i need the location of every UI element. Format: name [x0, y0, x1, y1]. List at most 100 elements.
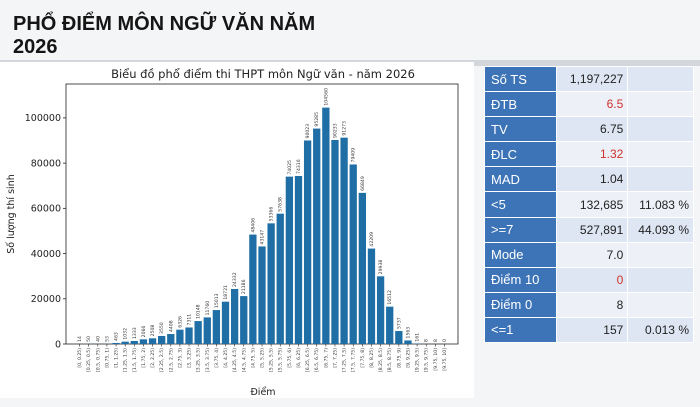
bar	[221, 301, 230, 344]
stats-value: 8	[556, 291, 629, 318]
x-tick-label: [7.5, 7.75)	[351, 348, 357, 372]
x-tick-label: [6.5, 6.75)	[314, 348, 320, 372]
stats-percent	[627, 65, 694, 93]
stats-row: ĐLC 1.32	[483, 141, 694, 168]
x-tick-label: [4.5, 4.75)	[241, 348, 247, 372]
stats-row: ĐTB 6.5	[483, 91, 694, 118]
stats-value: 1,197,227	[556, 65, 629, 93]
bar	[340, 137, 348, 344]
data-label: 66849	[360, 176, 366, 191]
stats-value: 0	[556, 266, 629, 293]
stats-label: Mode	[483, 241, 558, 268]
bar	[194, 321, 202, 344]
stats-value: 1.32	[556, 141, 629, 168]
x-tick-label: [3, 3.25)	[187, 348, 193, 368]
stats-percent	[627, 166, 694, 193]
data-label: 16512	[387, 290, 393, 305]
y-axis-label: Số lượng thí sinh	[6, 174, 17, 253]
bar	[322, 107, 330, 344]
stats-row: TV 6.75	[483, 116, 694, 143]
data-label: 18721	[223, 285, 229, 300]
x-tick-label: [4.75, 5)	[250, 348, 256, 368]
x-tick-label: [3.5, 3.75)	[205, 348, 211, 372]
bar	[349, 164, 357, 344]
stats-label: Điểm 10	[483, 266, 558, 293]
data-label: 1563	[405, 327, 411, 339]
stats-label: ĐTB	[483, 91, 558, 118]
x-tick-label: [8.25, 8.5)	[378, 348, 384, 372]
x-tick-label: [7, 7.25)	[332, 348, 338, 368]
bar	[313, 128, 321, 344]
bar	[203, 317, 211, 344]
data-label: 90023	[305, 124, 311, 139]
stats-percent	[627, 91, 694, 118]
y-tick-label: 20000	[31, 294, 61, 305]
data-label: 1333	[132, 327, 138, 339]
data-label: 11760	[205, 301, 211, 316]
bar	[121, 341, 129, 344]
data-label: 2066	[141, 326, 147, 338]
stats-value: 527,891	[556, 216, 629, 243]
y-tick-label: 100000	[25, 113, 61, 124]
x-tick-label: [6.25, 6.5)	[305, 348, 311, 372]
bar	[358, 192, 366, 344]
x-tick-label: [2, 2.25)	[150, 348, 156, 368]
data-label: 5737	[396, 317, 402, 329]
bar	[112, 342, 120, 344]
x-axis-label: Điểm	[250, 387, 275, 398]
x-tick-label: [7.75, 8)	[360, 348, 366, 368]
x-tick-label: [9.5, 9.75)	[424, 348, 430, 372]
stats-percent	[627, 241, 694, 268]
stats-row: >=7 527,891 44.093 %	[483, 216, 694, 243]
x-tick-label: [9.25, 9.5)	[415, 348, 421, 372]
stats-label: Số TS	[483, 65, 558, 93]
x-tick-label: [3.25, 3.5)	[196, 348, 202, 372]
data-label: 29938	[378, 260, 384, 275]
stats-row: MAD 1.04	[483, 166, 694, 193]
data-label: 48406	[250, 218, 256, 233]
data-label: 91273	[342, 121, 348, 136]
data-label: 7311	[187, 314, 193, 326]
bar	[294, 175, 303, 344]
y-tick-label: 60000	[31, 204, 61, 215]
bar	[376, 276, 385, 344]
y-tick-label: 80000	[31, 158, 61, 169]
data-label: 8	[424, 339, 430, 342]
stats-label: TV	[483, 116, 558, 143]
x-tick-label: [1.5, 1.75)	[132, 348, 138, 372]
x-tick-label: [6, 6.25)	[296, 348, 302, 368]
data-label: 8	[433, 339, 439, 342]
stats-label: <=1	[483, 316, 558, 344]
slide-title: PHỔ ĐIỂM MÔN NGỮ VĂN NĂM 2026	[13, 13, 453, 59]
bar	[158, 335, 166, 344]
stats-percent: 11.083 %	[627, 191, 694, 218]
x-tick-label: [2.5, 2.75)	[168, 348, 174, 372]
slide-title-line2: 2026	[13, 36, 58, 58]
data-label: 40	[95, 336, 101, 342]
stats-value: 6.5	[556, 91, 629, 118]
y-tick-label: 40000	[31, 249, 61, 260]
data-label: 3550	[159, 322, 165, 334]
stats-percent	[627, 266, 694, 293]
x-tick-label: [2.25, 2.5)	[159, 348, 165, 372]
bar	[185, 327, 193, 344]
y-tick-label: 0	[55, 339, 61, 350]
data-label: 53	[104, 336, 110, 342]
data-label: 0	[442, 339, 448, 342]
data-label: 79409	[351, 148, 357, 163]
data-label: 43147	[260, 230, 266, 245]
x-tick-label: [1, 1.25)	[114, 348, 120, 368]
bar	[276, 213, 284, 344]
stats-percent	[627, 291, 694, 318]
x-tick-label: [8.75, 9)	[396, 348, 402, 368]
bar	[230, 288, 239, 344]
bar	[249, 234, 257, 344]
bar	[258, 246, 266, 344]
stats-percent: 44.093 %	[627, 216, 694, 243]
x-tick-label: [5, 5.25)	[260, 348, 266, 368]
stats-value: 6.75	[556, 116, 629, 143]
data-label: 24332	[232, 272, 238, 287]
score-distribution-chart: Biểu đồ phổ điểm thi THPT môn Ngữ văn - …	[6, 67, 459, 398]
bar	[139, 339, 148, 344]
